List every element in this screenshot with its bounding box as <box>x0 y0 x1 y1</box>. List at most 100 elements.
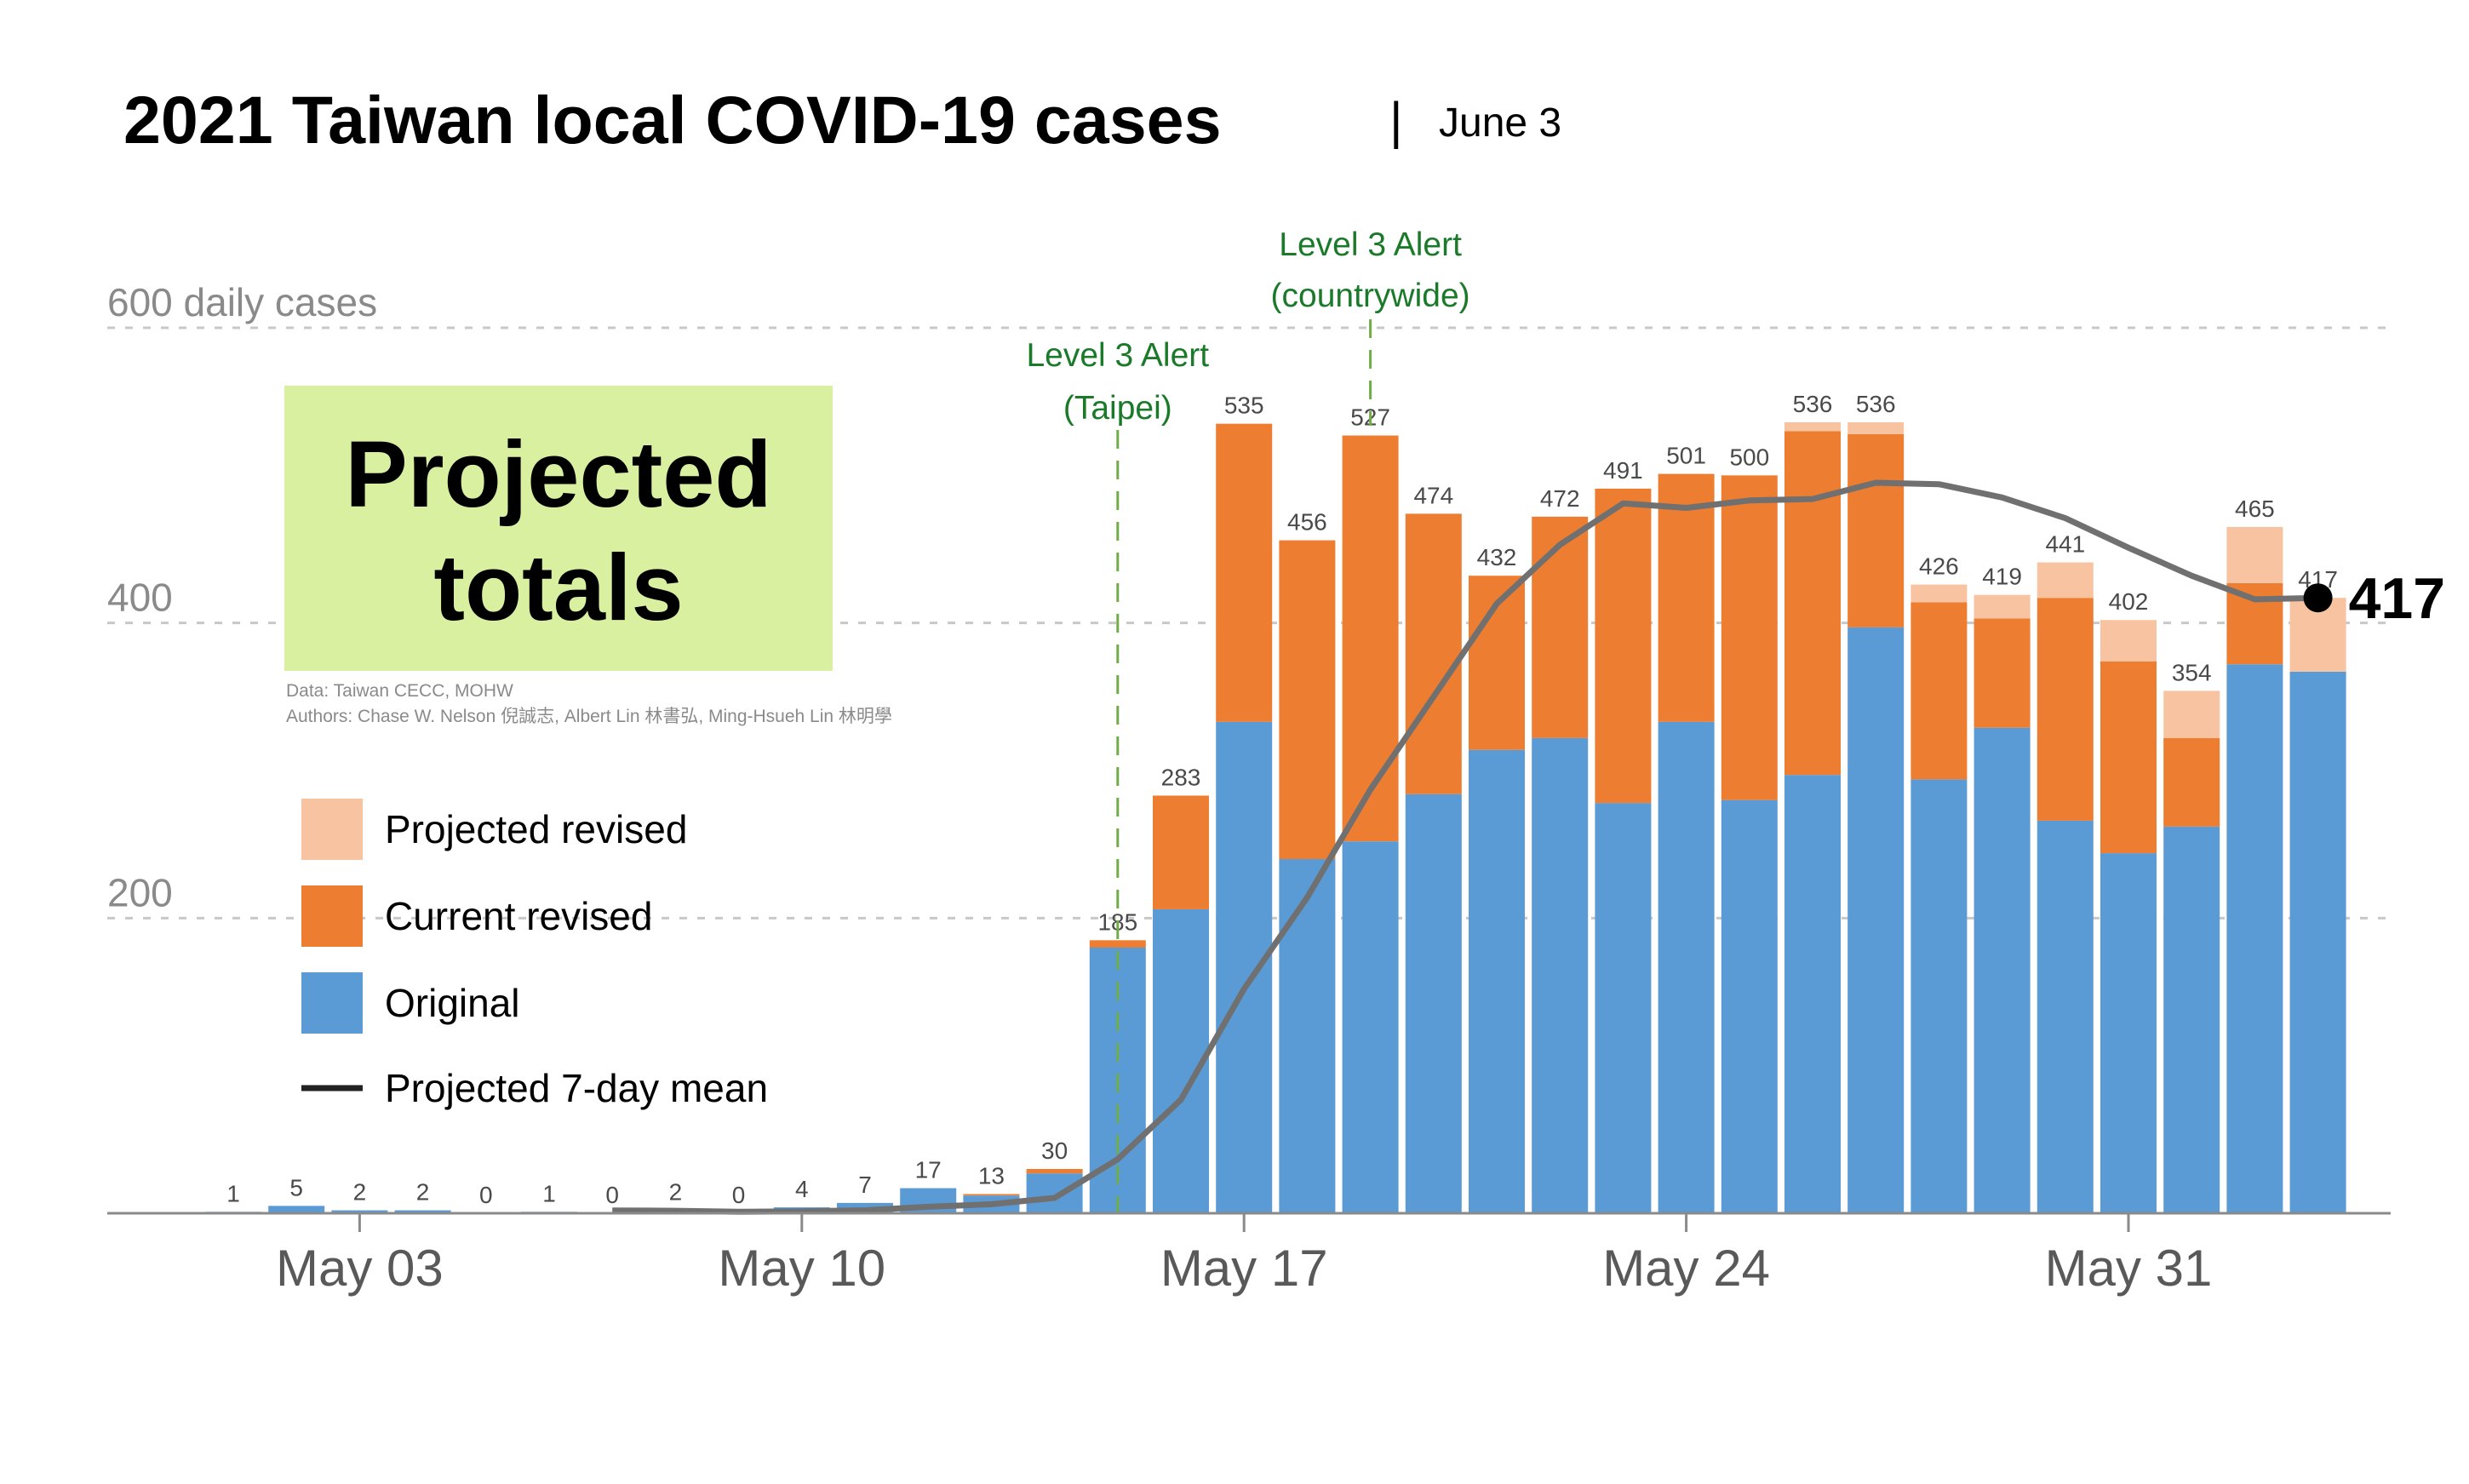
x-tick-label: May 17 <box>1160 1240 1328 1297</box>
bar-current-revised <box>2226 582 2283 665</box>
bar-current-revised <box>1658 473 1715 722</box>
credit-authors: Authors: Chase W. Nelson 倪誠志, Albert Lin… <box>286 707 892 726</box>
bar-original <box>1784 775 1841 1213</box>
bar-value-label: 501 <box>1666 443 1706 469</box>
bar-value-label: 536 <box>1856 391 1896 417</box>
bar-current-revised <box>1405 513 1462 794</box>
legend-label-projected-revised: Projected revised <box>385 807 687 851</box>
bar-original <box>1216 721 1273 1213</box>
bar-original <box>1469 749 1525 1213</box>
bar-current-revised <box>1721 475 1778 800</box>
bar-value-label: 13 <box>978 1162 1005 1189</box>
bar-original <box>394 1210 451 1213</box>
bar-value-label: 0 <box>479 1182 493 1208</box>
y-tick-label: 600 daily cases <box>107 280 377 324</box>
alert-label-countrywide-line1: Level 3 Alert <box>1279 226 1462 263</box>
bar-original <box>1910 779 1968 1213</box>
x-tick-label: May 31 <box>2045 1240 2213 1297</box>
bar-original <box>1532 737 1589 1213</box>
legend: Projected revised Current revised Origin… <box>301 799 768 1110</box>
bar-value-label: 1 <box>542 1180 556 1206</box>
y-tick-label: 200 <box>107 870 173 914</box>
bar-current-revised <box>1595 488 1652 804</box>
bar-value-label: 432 <box>1477 544 1517 570</box>
bar-current-revised <box>963 1194 1020 1196</box>
bar-projected-revised <box>1847 421 1905 434</box>
chart-date: June 3 <box>1439 100 1561 146</box>
bar-current-revised <box>1973 618 2031 728</box>
bar-value-label: 30 <box>1041 1137 1068 1164</box>
title-separator: | <box>1389 92 1403 149</box>
bar-current-revised <box>1532 516 1589 738</box>
bar-original <box>268 1206 325 1213</box>
bar-value-label: 283 <box>1161 764 1201 790</box>
bar-original <box>1721 799 1778 1213</box>
bar-value-label: 0 <box>605 1182 619 1208</box>
bars: 1 5 2 2 0 1 0 2 0 4 717 133018528353545652747443247… <box>205 391 2346 1213</box>
x-tick-labels: May 03 May 10 May 17 May 24 May 31 <box>276 1213 2212 1297</box>
bar-projected-revised <box>1973 594 2031 619</box>
bar-current-revised <box>1784 431 1841 776</box>
legend-label-mean-line: Projected 7-day mean <box>385 1066 768 1110</box>
bar-value-label: 456 <box>1287 509 1327 536</box>
x-tick-label: May 03 <box>276 1240 444 1297</box>
bar-value-label: 354 <box>2172 659 2212 685</box>
bar-current-revised <box>1026 1169 1083 1174</box>
bar-current-revised <box>1342 435 1399 842</box>
mean-line-end-point <box>2303 583 2333 613</box>
bar-projected-revised <box>2036 562 2094 599</box>
bar-value-label: 465 <box>2235 496 2275 522</box>
bar-original <box>1279 859 1336 1213</box>
bar-value-label: 419 <box>1982 564 2022 590</box>
bar-original <box>1658 721 1715 1213</box>
bar-original <box>2226 664 2283 1213</box>
bar-original <box>1342 841 1399 1213</box>
alert-annotations: Level 3 Alert (Taipei) Level 3 Alert (co… <box>1026 226 1470 1213</box>
bar-current-revised <box>1910 602 1968 780</box>
bar-original <box>1026 1173 1083 1213</box>
y-tick-labels: 200 400 600 daily cases <box>107 280 377 914</box>
bar-value-label: 17 <box>915 1157 942 1183</box>
bar-value-label: 1 <box>226 1180 240 1206</box>
bar-value-label: 441 <box>2045 531 2085 558</box>
bar-value-label: 402 <box>2109 588 2149 615</box>
bar-value-label: 4 <box>795 1176 809 1202</box>
bar-value-label: 472 <box>1540 485 1580 512</box>
bar-projected-revised <box>1784 421 1841 432</box>
bar-current-revised <box>1216 423 1273 722</box>
alert-label-taipei-line2: (Taipei) <box>1063 390 1172 427</box>
bar-original <box>2289 671 2346 1213</box>
bar-projected-revised <box>1910 584 1968 603</box>
credit-data: Data: Taiwan CECC, MOHW <box>286 681 513 701</box>
bar-value-label: 474 <box>1413 482 1453 508</box>
bar-current-revised <box>1153 795 1209 909</box>
bar-value-label: 2 <box>353 1179 367 1206</box>
bar-current-revised <box>1089 940 1146 948</box>
bar-value-label: 7 <box>858 1172 872 1198</box>
bar-value-label: 536 <box>1793 391 1833 417</box>
bar-current-revised <box>1279 540 1336 859</box>
bar-value-label: 500 <box>1729 444 1769 470</box>
bar-value-label: 491 <box>1603 457 1643 484</box>
bar-current-revised <box>2100 661 2157 854</box>
legend-swatch-current-revised <box>301 885 363 947</box>
bar-original <box>1405 794 1462 1213</box>
bar-current-revised <box>2163 737 2220 827</box>
alert-label-taipei-line1: Level 3 Alert <box>1026 337 1209 374</box>
bar-current-revised <box>1847 433 1905 627</box>
mean-line-end-label: 417 <box>2349 566 2445 631</box>
bar-projected-revised <box>2163 690 2220 738</box>
bar-current-revised <box>2036 598 2094 821</box>
projected-totals-box <box>284 386 833 671</box>
bar-projected-revised <box>2226 527 2283 583</box>
bar-value-label: 0 <box>732 1182 746 1208</box>
projected-totals-line2: totals <box>433 536 683 640</box>
legend-label-current-revised: Current revised <box>385 894 652 938</box>
bar-value-label: 426 <box>1919 553 1959 580</box>
legend-label-original: Original <box>385 981 520 1025</box>
bar-original <box>2100 853 2157 1213</box>
mean-line <box>612 479 2318 1215</box>
bar-value-label: 5 <box>289 1174 303 1200</box>
bar-original <box>1595 803 1652 1213</box>
